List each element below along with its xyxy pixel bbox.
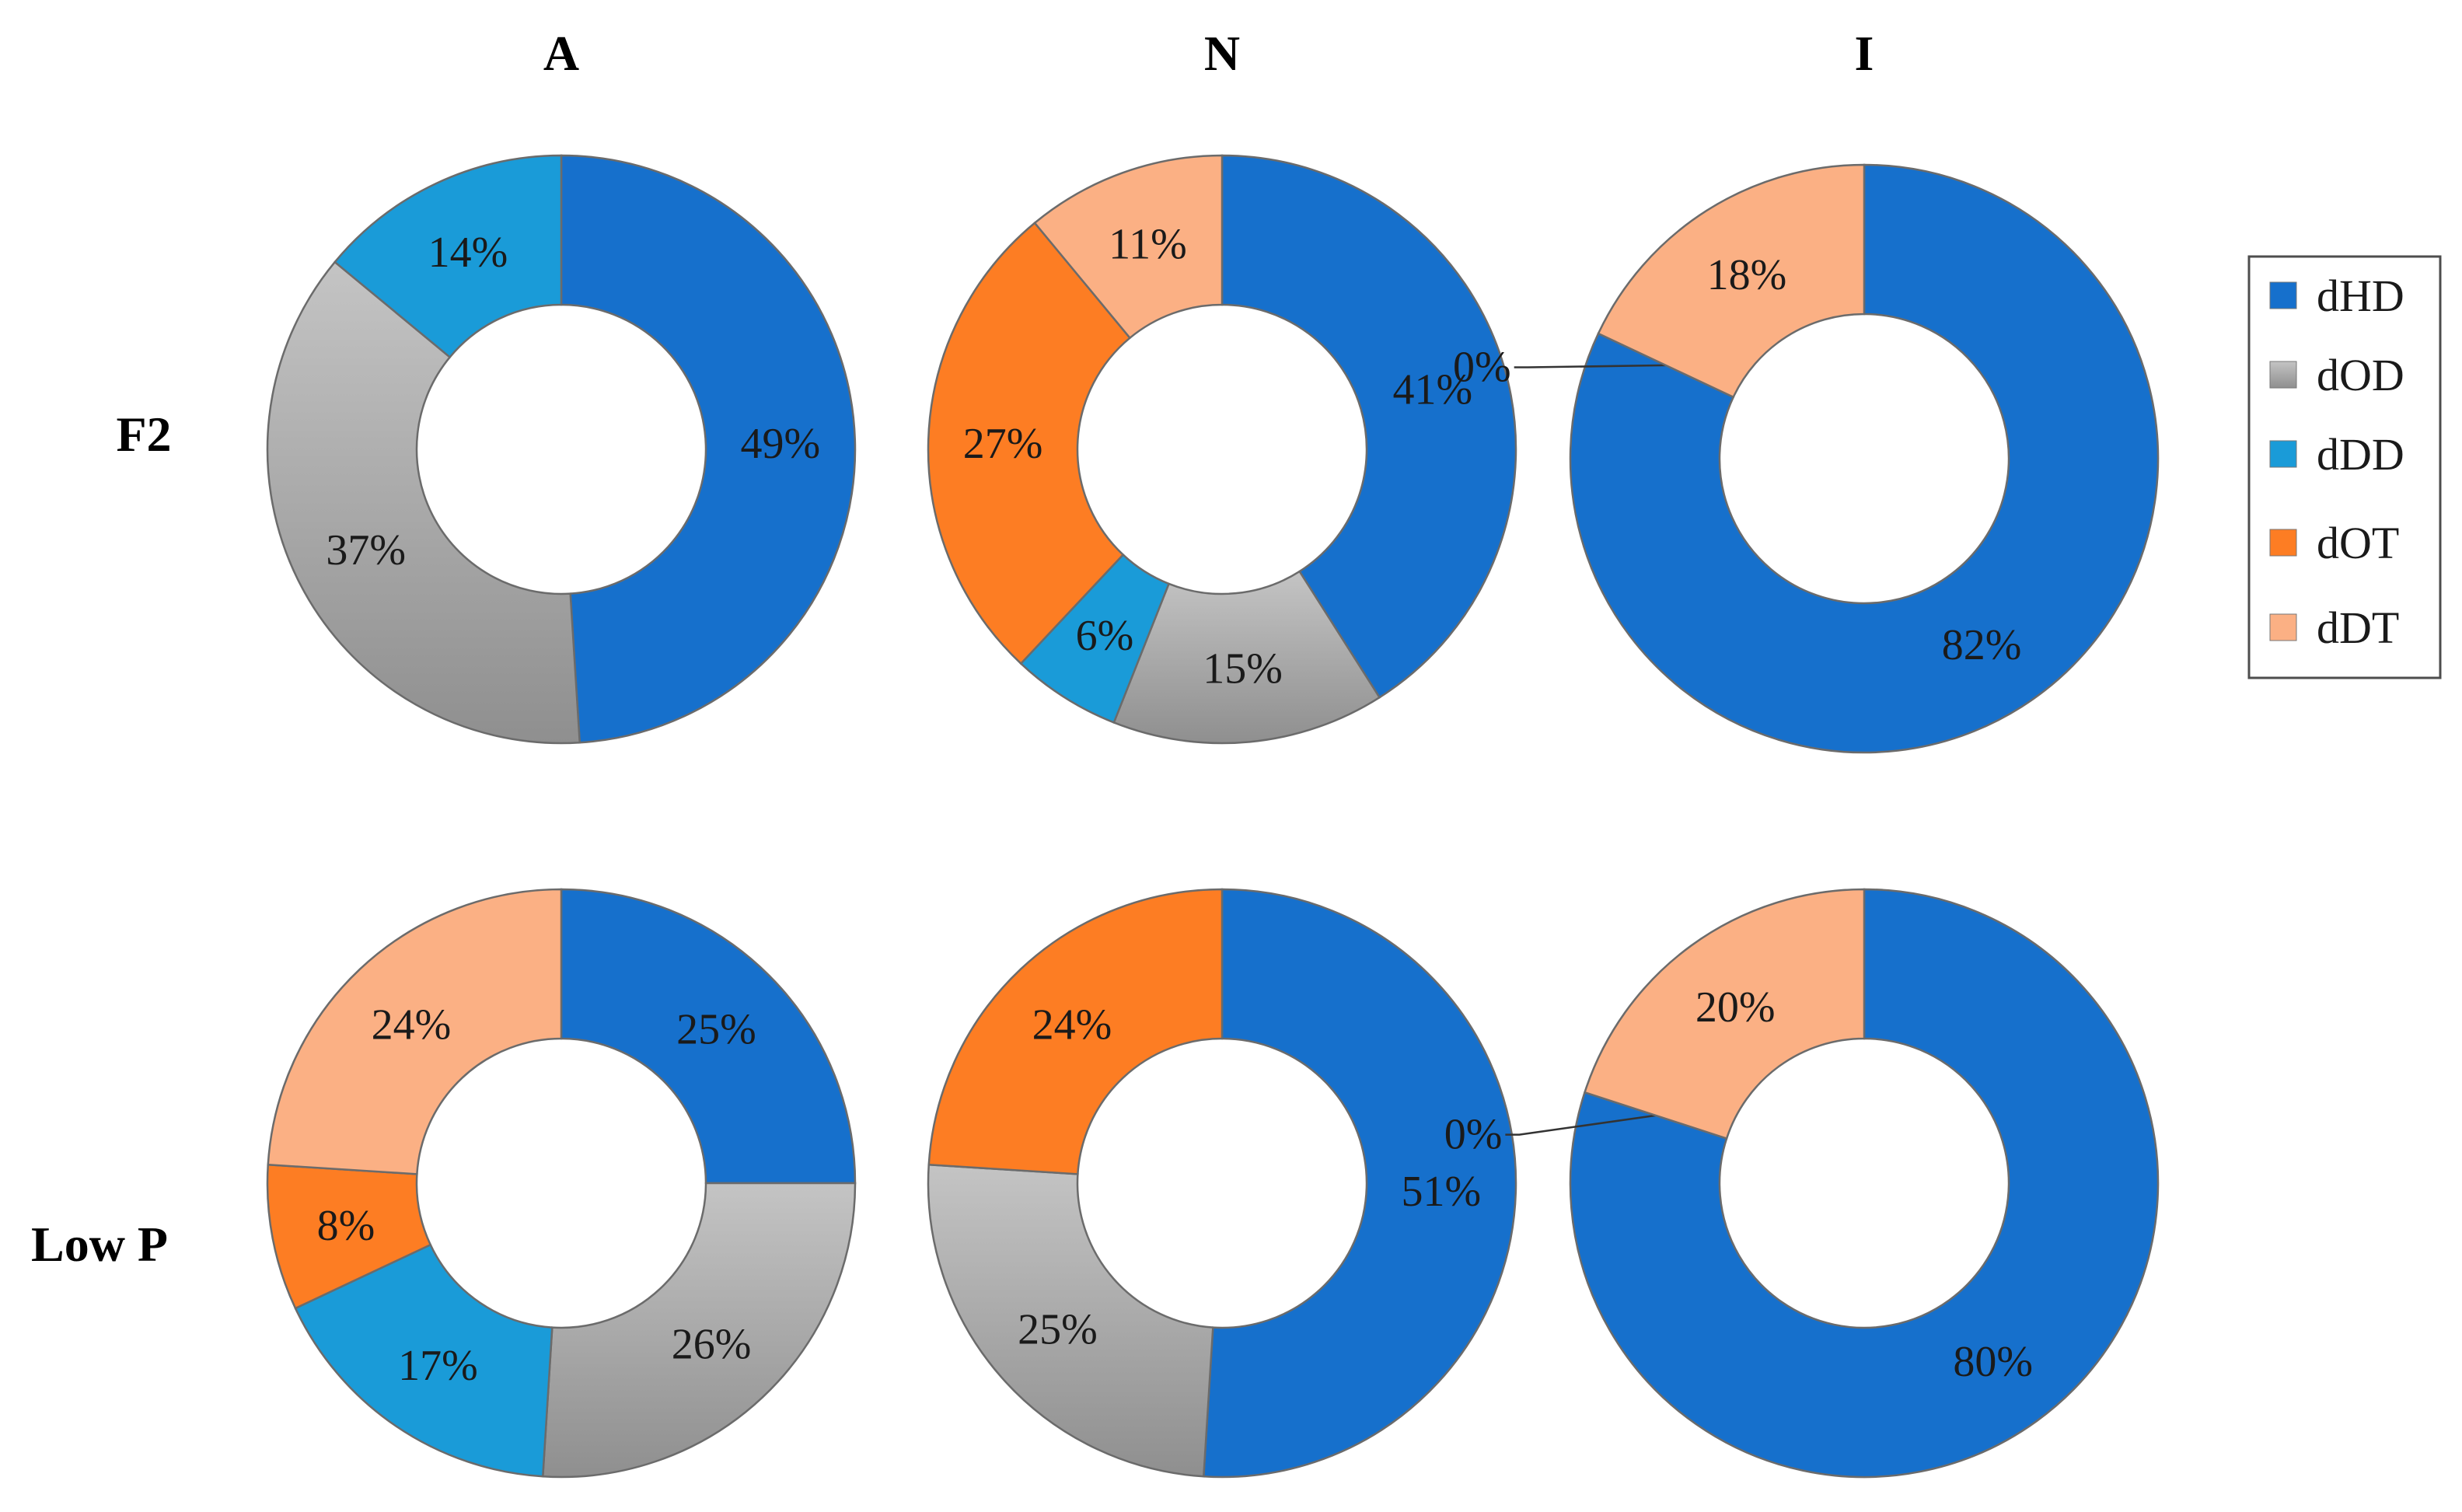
legend-swatch-dod — [2269, 361, 2297, 389]
data-label-ddt: 18% — [1707, 251, 1787, 299]
slice-dod — [541, 1182, 857, 1479]
legend: dHD dOD dDD dOT dDT — [2247, 255, 2442, 679]
slice-dhd — [1569, 163, 2160, 754]
data-label-dot: 8% — [317, 1202, 375, 1250]
donut-lowp-n: 51% 25% 24% — [927, 888, 1517, 1479]
data-label-dot: 0% — [1453, 344, 1511, 392]
slice-dhd — [560, 154, 857, 744]
slice-dhd — [560, 888, 857, 1185]
data-label-dot: 24% — [1032, 1000, 1112, 1049]
slice-dod — [266, 260, 581, 745]
legend-label-dhd: dHD — [2317, 271, 2404, 321]
legend-label-ddd: dDD — [2317, 429, 2404, 480]
slice-ddt — [267, 888, 563, 1175]
legend-swatch-dot — [2269, 529, 2297, 557]
data-label-dod: 15% — [1203, 645, 1283, 693]
row-title-f2: F2 — [116, 407, 171, 462]
slice-ddt — [1597, 163, 1866, 399]
slice-dod — [1112, 570, 1381, 745]
slice-dhd — [1569, 888, 2160, 1479]
slice-ddd — [294, 1243, 554, 1478]
data-label-dhd: 82% — [1942, 621, 2022, 669]
slice-dhd — [1202, 888, 1517, 1479]
donut-lowp-i: 80% 0% 20% — [1444, 888, 2160, 1479]
legend-label-dod: dOD — [2317, 350, 2404, 400]
callout-line-dot — [1514, 364, 1666, 368]
data-label-ddt: 20% — [1695, 983, 1776, 1032]
legend-item-ddd: dDD — [2269, 429, 2404, 480]
data-label-dot: 27% — [963, 420, 1043, 468]
data-label-dhd: 51% — [1402, 1168, 1482, 1216]
legend-swatch-ddt — [2269, 613, 2297, 641]
data-label-dod: 25% — [1018, 1305, 1098, 1353]
slice-ddt — [1033, 154, 1224, 340]
column-title-n: N — [1204, 26, 1240, 81]
data-label-ddd: 17% — [398, 1342, 478, 1390]
slice-ddt — [1583, 888, 1866, 1140]
data-label-dot: 0% — [1444, 1111, 1503, 1159]
data-label-ddd: 14% — [428, 229, 508, 277]
legend-item-ddt: dDT — [2269, 602, 2399, 653]
column-title-a: A — [543, 26, 579, 81]
slice-dot — [927, 221, 1132, 665]
donut-f2-i: 82% 0% 18% — [1453, 163, 2160, 754]
data-label-ddt: 24% — [372, 1000, 452, 1049]
slice-ddd — [333, 154, 563, 359]
column-title-i: I — [1855, 26, 1874, 81]
slice-dod — [927, 1163, 1214, 1478]
legend-item-dot: dOT — [2269, 518, 2399, 568]
data-label-dhd: 41% — [1392, 365, 1472, 414]
data-label-dod: 26% — [672, 1321, 752, 1369]
legend-label-dot: dOT — [2317, 518, 2399, 568]
data-label-dhd: 25% — [676, 1006, 756, 1054]
data-label-dod: 37% — [326, 526, 406, 574]
legend-swatch-dhd — [2269, 281, 2297, 309]
slice-dot — [927, 888, 1224, 1175]
data-label-dhd: 49% — [741, 420, 821, 468]
data-label-dhd: 80% — [1953, 1338, 2033, 1386]
row-title-low-p: Low P — [31, 1217, 168, 1272]
data-label-ddt: 11% — [1109, 221, 1187, 269]
donut-lowp-a: 25% 26% 17% 8% 24% — [266, 888, 857, 1479]
data-label-ddd: 6% — [1076, 612, 1134, 660]
legend-label-ddt: dDT — [2317, 602, 2399, 653]
slice-dhd — [1221, 154, 1517, 699]
legend-swatch-ddd — [2269, 440, 2297, 468]
donut-f2-a: 49% 37% 14% — [266, 154, 857, 745]
legend-item-dhd: dHD — [2269, 271, 2404, 321]
donut-f2-n: 41% 15% 6% 27% 11% — [927, 154, 1517, 745]
callout-line-dot — [1505, 1114, 1656, 1136]
legend-item-dod: dOD — [2269, 350, 2404, 400]
